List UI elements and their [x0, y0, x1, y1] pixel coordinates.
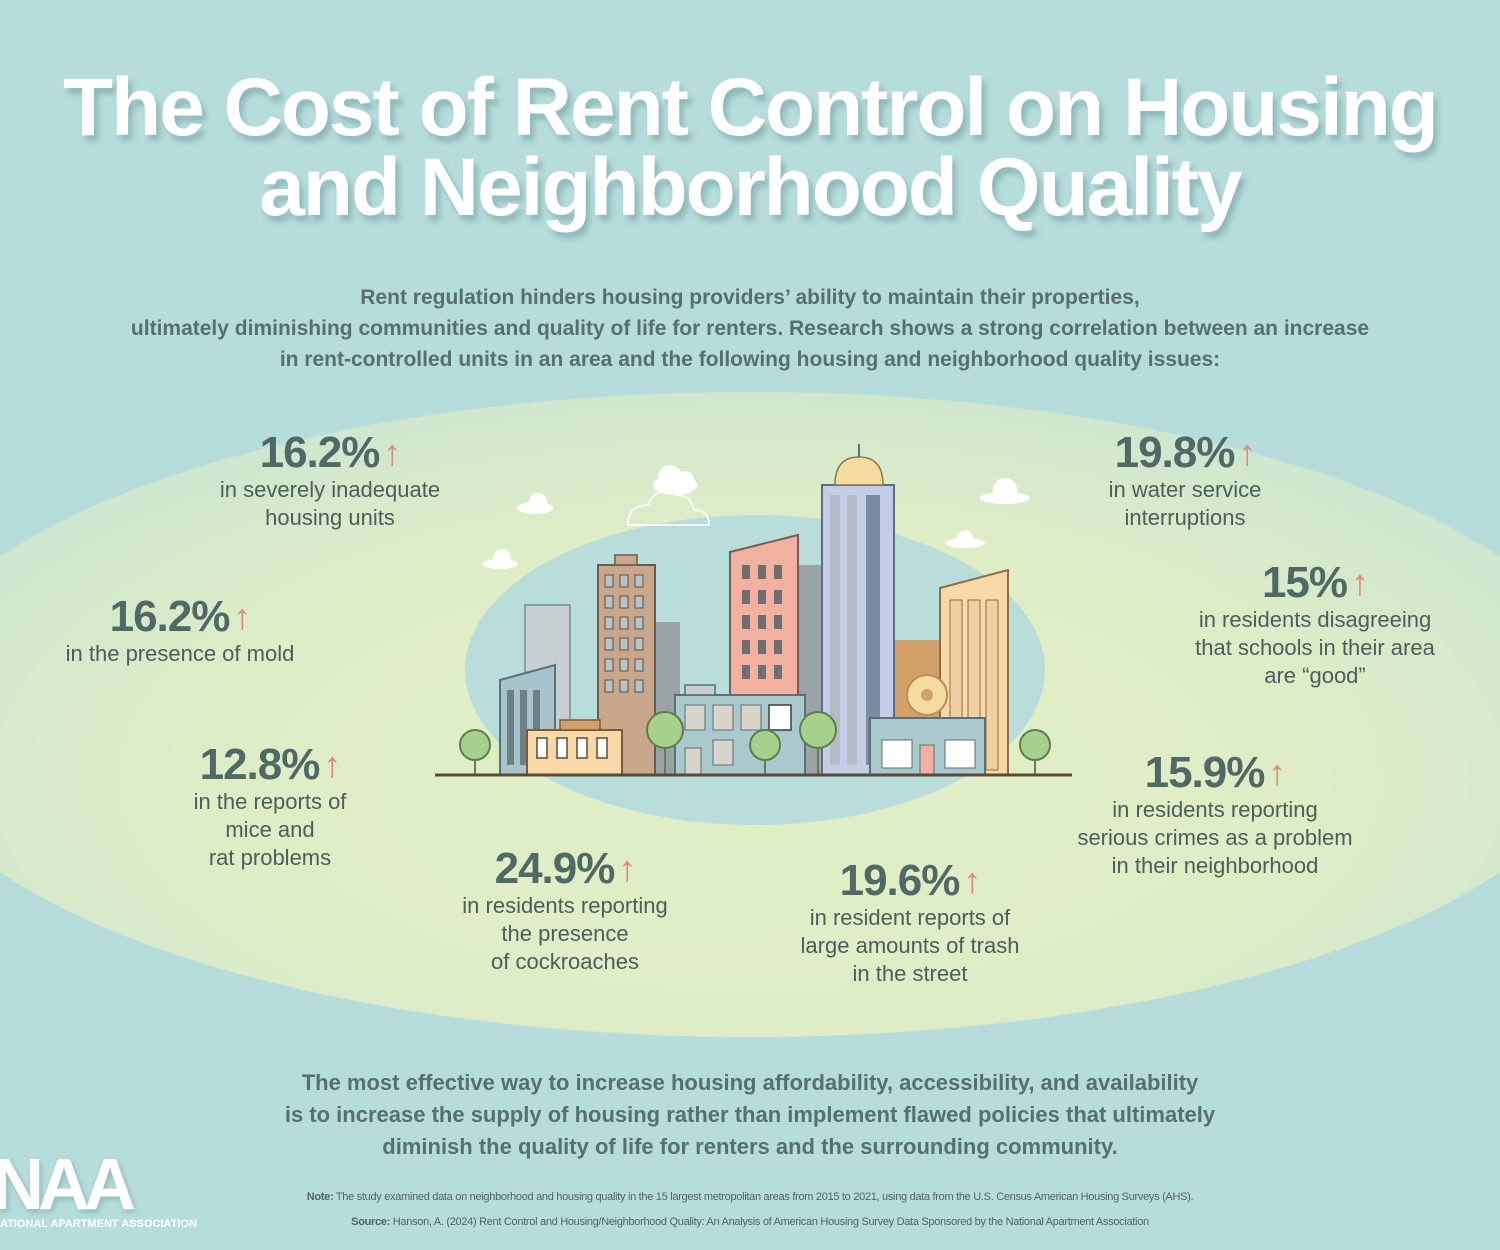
stat-inadequate-housing: 16.2% ↑ in severely inadequate housing uni… [180, 430, 480, 532]
arrow-up-icon: ↑ [1268, 752, 1286, 793]
stat-schools: 15% ↑ in residents disagreeing that school… [1170, 560, 1460, 690]
stat-desc: mice and [225, 817, 315, 842]
source-label: Source: [351, 1216, 391, 1228]
stat-value: 19.6% [839, 856, 961, 905]
stat-desc: interruptions [1124, 505, 1246, 530]
stat-desc: in water service [1108, 477, 1262, 502]
title-line-1: The Cost of Rent Control on Housing [63, 62, 1439, 153]
source-text: Hanson, A. (2024) Rent Control and Housi… [390, 1216, 1149, 1228]
stat-desc: in the reports of [193, 789, 347, 814]
stat-rodents: 12.8% ↑ in the reports of mice and rat prob… [150, 742, 390, 872]
stat-desc: large amounts of trash [800, 933, 1020, 958]
stat-serious-crimes: 15.9% ↑ in residents reporting serious cri… [1060, 750, 1370, 880]
cloud-icon [482, 465, 1030, 569]
stat-value: 19.8% [1114, 428, 1236, 477]
closing-line: The most effective way to increase housi… [301, 1070, 1199, 1095]
stat-desc: in resident reports of [809, 905, 1011, 930]
note-label: Note: [306, 1191, 334, 1203]
stat-desc: in their neighborhood [1111, 853, 1319, 878]
stat-desc: in severely inadequate [219, 477, 441, 502]
title-line-2: and Neighborhood Quality [259, 142, 1243, 233]
arrow-up-icon: ↑ [618, 848, 636, 889]
note-text: The study examined data on neighborhood … [333, 1191, 1194, 1203]
stat-desc: housing units [265, 505, 395, 530]
stat-desc: serious crimes as a problem [1077, 825, 1353, 850]
arrow-up-icon: ↑ [233, 596, 251, 637]
intro-line: in rent-controlled units in an area and … [279, 348, 1221, 371]
tree-icon [459, 711, 1051, 775]
source-citation: Source: Hanson, A. (2024) Rent Control a… [180, 1216, 1320, 1228]
stat-desc: in residents reporting [462, 893, 668, 918]
stat-desc: in the presence of mold [65, 641, 295, 666]
intro-paragraph: Rent regulation hinders housing provider… [60, 282, 1440, 375]
stat-desc: in the street [852, 961, 968, 986]
closing-statement: The most effective way to increase housi… [200, 1067, 1300, 1163]
logo-subtitle: NATIONAL APARTMENT ASSOCIATION [0, 1218, 197, 1230]
page-title: The Cost of Rent Control on Housing and … [0, 62, 1500, 233]
stat-value: 12.8% [199, 740, 321, 789]
closing-line: diminish the quality of life for renters… [382, 1134, 1118, 1159]
arrow-up-icon: ↑ [963, 860, 981, 901]
intro-line: Rent regulation hinders housing provider… [360, 286, 1140, 309]
stat-desc: of cockroaches [491, 949, 639, 974]
stat-desc: in residents reporting [1112, 797, 1318, 822]
arrow-up-icon: ↑ [323, 744, 341, 785]
stat-desc: are “good” [1264, 663, 1366, 688]
arrow-up-icon: ↑ [1351, 562, 1369, 603]
stat-desc: that schools in their area [1195, 635, 1435, 660]
intro-line: ultimately diminishing communities and q… [130, 317, 1370, 340]
stat-desc: rat problems [208, 845, 332, 870]
stat-desc: in residents disagreeing [1198, 607, 1432, 632]
arrow-up-icon: ↑ [1238, 432, 1256, 473]
study-note: Note: The study examined data on neighbo… [180, 1191, 1320, 1203]
closing-line: is to increase the supply of housing rat… [284, 1102, 1216, 1127]
city-skyline-illustration [435, 444, 1072, 777]
arrow-up-icon: ↑ [383, 432, 401, 473]
stat-value: 16.2% [109, 592, 231, 641]
stat-value: 16.2% [259, 428, 381, 477]
stat-value: 15% [1261, 558, 1348, 607]
stat-desc: the presence [501, 921, 629, 946]
stat-trash: 19.6% ↑ in resident reports of large amoun… [775, 858, 1045, 988]
logo-letters: NAA [0, 1145, 136, 1225]
stat-value: 15.9% [1144, 748, 1266, 797]
naa-logo: NAA NATIONAL APARTMENT ASSOCIATION [0, 1145, 197, 1235]
stat-value: 24.9% [494, 844, 616, 893]
stat-water-service: 19.8% ↑ in water service interruptions [1070, 430, 1300, 532]
stat-cockroaches: 24.9% ↑ in residents reporting the presenc… [430, 846, 700, 976]
stat-mold: 16.2% ↑ in the presence of mold [40, 594, 320, 668]
